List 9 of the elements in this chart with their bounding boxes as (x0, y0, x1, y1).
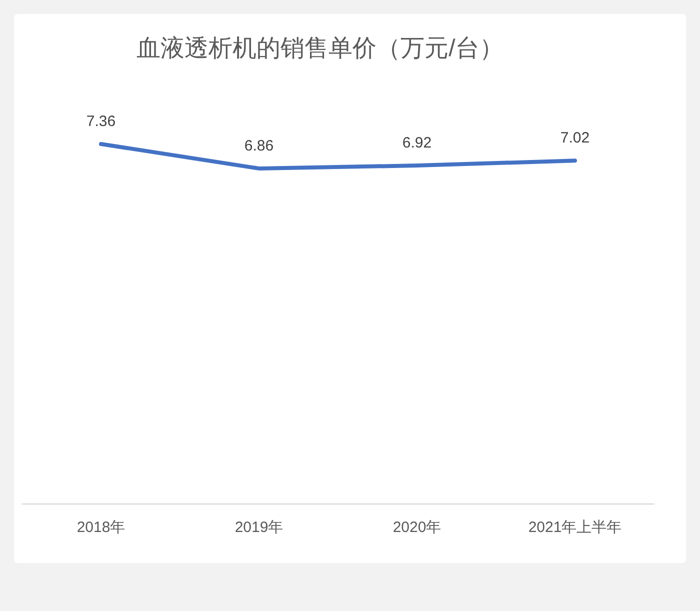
data-label: 7.02 (560, 130, 590, 147)
chart-title: 血液透析机的销售单价（万元/台） (136, 35, 504, 62)
x-tick-label: 2018年 (76, 519, 126, 536)
data-label: 7.36 (86, 113, 116, 130)
x-tick-label: 2021年上半年 (528, 519, 622, 536)
x-tick-label: 2020年 (392, 519, 442, 536)
x-tick-label: 2019年 (234, 519, 284, 536)
data-label: 6.86 (244, 137, 274, 154)
data-label: 6.92 (402, 134, 432, 152)
